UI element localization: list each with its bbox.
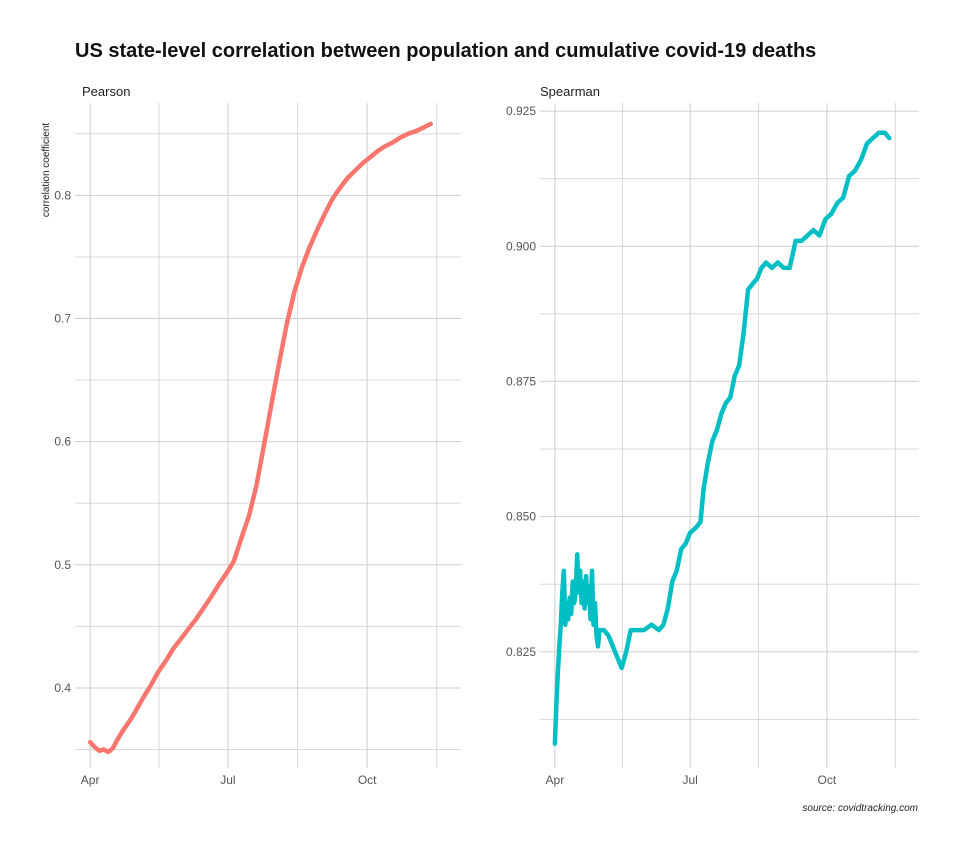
source-caption: source: covidtracking.com xyxy=(802,803,918,814)
y-tick-label: 0.5 xyxy=(54,558,71,572)
series-line-pearson xyxy=(87,121,433,755)
y-tick-label: 0.900 xyxy=(506,239,536,253)
y-tick-label: 0.825 xyxy=(506,645,536,659)
y-tick-label: 0.7 xyxy=(54,312,71,326)
x-tick-label: Oct xyxy=(358,773,377,787)
spearman-panel: 0.825 0.850 0.875 0.900 0.925 Apr Jul Oct Spearm… xyxy=(506,84,919,787)
x-tick-label: Jul xyxy=(682,773,697,787)
y-tick-label: 0.850 xyxy=(506,510,536,524)
x-tick-label: Apr xyxy=(546,773,565,787)
x-tick-label: Oct xyxy=(818,773,837,787)
y-tick-label: 0.925 xyxy=(506,104,536,118)
y-axis-label: correlation coefficient xyxy=(41,123,52,218)
y-tick-label: 0.875 xyxy=(506,374,536,388)
panel-title: Spearman xyxy=(540,84,600,99)
chart-title: US state-level correlation between popul… xyxy=(75,40,816,62)
panel-title: Pearson xyxy=(82,84,130,99)
x-tick-label: Apr xyxy=(81,773,100,787)
y-tick-label: 0.6 xyxy=(54,435,71,449)
x-tick-label: Jul xyxy=(220,773,235,787)
y-tick-label: 0.4 xyxy=(54,681,71,695)
pearson-panel: 0.4 0.5 0.6 0.7 0.8 Apr Jul Oct Pearson correlati… xyxy=(41,84,461,787)
y-tick-label: 0.8 xyxy=(54,188,71,202)
series-line-spearman xyxy=(552,130,892,746)
